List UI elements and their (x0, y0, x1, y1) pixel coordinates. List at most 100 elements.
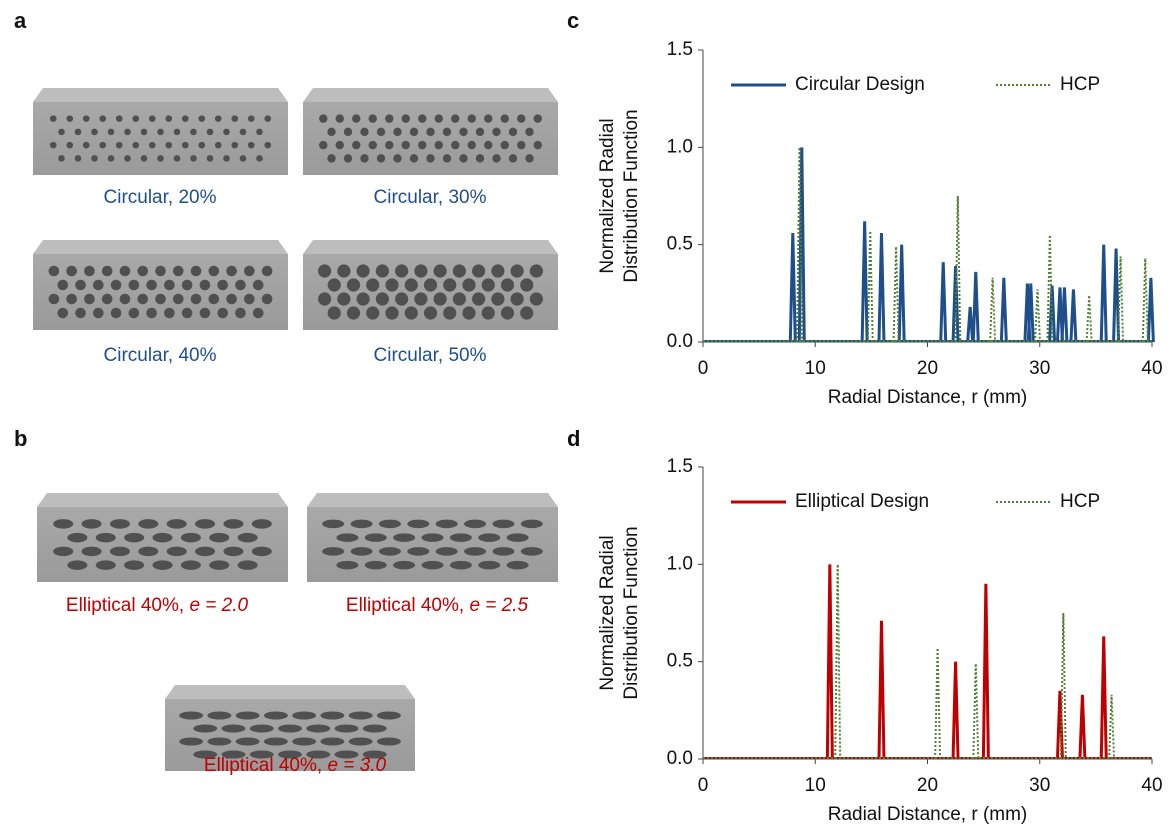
hole (452, 264, 466, 278)
hole (327, 306, 341, 320)
hole (364, 533, 387, 542)
hole (235, 737, 260, 746)
peak (1146, 277, 1155, 343)
hole (57, 279, 69, 291)
y-tick-label: 1.0 (667, 136, 693, 157)
hole (209, 532, 230, 543)
hole (442, 127, 452, 137)
hole (435, 547, 458, 556)
hole (235, 711, 260, 720)
hole (320, 737, 345, 746)
peak (866, 231, 874, 343)
hole (199, 279, 211, 291)
hole (350, 547, 373, 556)
hole (356, 292, 370, 306)
peak (860, 221, 869, 343)
hole (252, 279, 264, 291)
hole (292, 737, 317, 746)
hole (109, 546, 130, 557)
hole (423, 306, 438, 320)
hole (533, 114, 542, 123)
caption: Circular, 20% (104, 187, 217, 208)
hole (409, 127, 419, 137)
hole (247, 115, 255, 122)
hole (217, 279, 228, 291)
hole (140, 155, 148, 162)
x-tick-label: 40 (1141, 775, 1162, 796)
hole (368, 114, 377, 123)
legend-label: HCP (1060, 491, 1100, 512)
peak (1060, 287, 1069, 343)
hole (190, 155, 197, 162)
hole (451, 114, 460, 123)
hole (249, 750, 274, 759)
block-top (33, 88, 288, 102)
hole (434, 140, 443, 150)
hole (385, 140, 394, 150)
hole (362, 724, 387, 733)
hole (481, 278, 495, 292)
peak (989, 277, 997, 343)
peak (954, 195, 962, 343)
hole (179, 737, 204, 746)
hole (190, 265, 202, 277)
hole (401, 114, 410, 123)
hole (209, 560, 230, 570)
hole (500, 140, 509, 150)
hole (231, 141, 239, 149)
hole (335, 114, 344, 123)
hole (426, 127, 435, 137)
hole (58, 155, 65, 162)
hole (53, 519, 74, 529)
hole (451, 140, 460, 150)
y-axis-label: Distribution Function (621, 526, 642, 699)
hole (393, 154, 402, 163)
hole (57, 307, 69, 319)
hole (350, 519, 373, 529)
hole (533, 140, 542, 150)
hole (66, 141, 74, 149)
hole (223, 155, 230, 162)
hole (251, 546, 272, 557)
hole (84, 265, 95, 277)
hole (478, 560, 501, 570)
panel-label: d (567, 426, 580, 451)
hole (517, 114, 526, 123)
hole (82, 115, 90, 122)
hole (261, 293, 273, 305)
hole (244, 293, 255, 305)
hole (206, 155, 214, 162)
hole (137, 265, 149, 277)
hole (181, 307, 193, 319)
peak (892, 246, 900, 343)
hole (206, 128, 214, 136)
hole (190, 128, 197, 136)
block-front (307, 507, 558, 582)
hole (99, 141, 107, 149)
hole (421, 533, 444, 542)
hole (459, 127, 468, 137)
y-axis-label: Normalized Radial (597, 118, 618, 273)
hole (407, 519, 430, 529)
panel-label: a (14, 8, 27, 33)
hole (292, 711, 317, 720)
y-tick-label: 0.0 (667, 748, 693, 769)
hole (334, 724, 359, 733)
hole (109, 519, 130, 529)
caption: Circular, 30% (374, 187, 487, 208)
caption-e: e = 2.0 (189, 595, 248, 616)
hole (235, 307, 246, 319)
hole (443, 306, 457, 320)
peak (999, 277, 1008, 343)
hole (462, 278, 476, 292)
caption: Elliptical 40%, e = 2.0 (66, 595, 249, 616)
hole (263, 737, 288, 746)
hole (320, 711, 345, 720)
panel-label: c (567, 8, 579, 33)
hole (146, 307, 157, 319)
caption-e: e = 3.0 (327, 755, 386, 776)
hole (322, 547, 345, 556)
hole (193, 724, 218, 733)
hole (115, 115, 123, 122)
hole (334, 750, 359, 759)
